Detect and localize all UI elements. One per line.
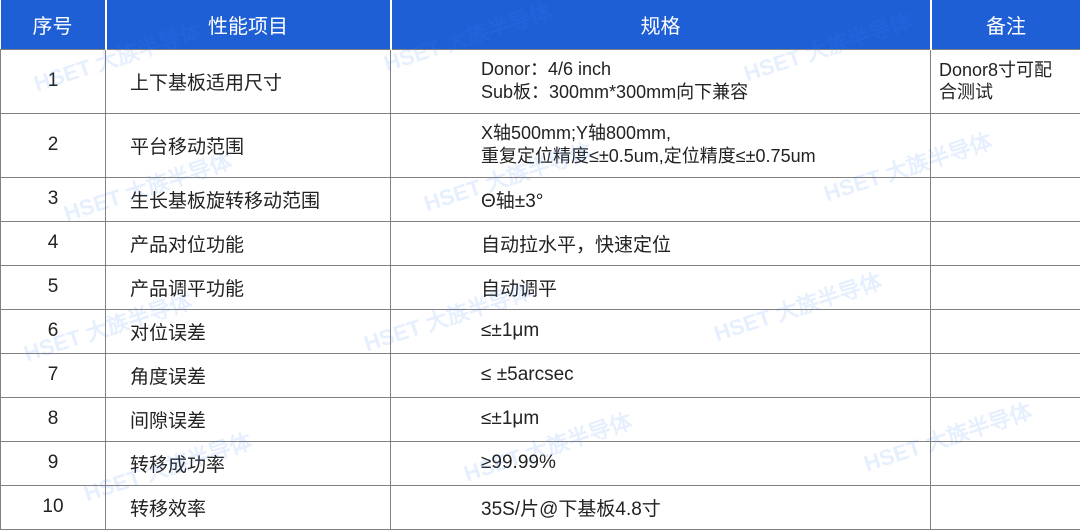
cell-num: 6 [1, 309, 106, 353]
cell-item: 转移效率 [106, 485, 391, 529]
cell-spec: ≥99.99% [391, 441, 931, 485]
cell-item: 角度误差 [106, 353, 391, 397]
header-note: 备注 [931, 0, 1080, 50]
table-row: 2平台移动范围X轴500mm;Y轴800mm,重复定位精度≤±0.5um,定位精… [1, 113, 1080, 177]
cell-note [931, 221, 1080, 265]
cell-item: 对位误差 [106, 309, 391, 353]
table-row: 7角度误差≤ ±5arcsec [1, 353, 1080, 397]
cell-note [931, 485, 1080, 529]
cell-note [931, 397, 1080, 441]
cell-num: 2 [1, 113, 106, 177]
cell-spec: 35S/片@下基板4.8寸 [391, 485, 931, 529]
cell-num: 4 [1, 221, 106, 265]
header-spec: 规格 [391, 0, 931, 50]
cell-item: 生长基板旋转移动范围 [106, 177, 391, 221]
table-body: 1上下基板适用尺寸Donor：4/6 inchSub板：300mm*300mm向… [1, 50, 1080, 530]
cell-note [931, 309, 1080, 353]
cell-item: 产品调平功能 [106, 265, 391, 309]
cell-note [931, 441, 1080, 485]
cell-note [931, 353, 1080, 397]
cell-spec: 自动调平 [391, 265, 931, 309]
table-row: 8间隙误差≤±1μm [1, 397, 1080, 441]
table-row: 6对位误差≤±1μm [1, 309, 1080, 353]
cell-item: 平台移动范围 [106, 113, 391, 177]
cell-num: 3 [1, 177, 106, 221]
cell-spec: ≤±1μm [391, 309, 931, 353]
cell-num: 8 [1, 397, 106, 441]
cell-num: 9 [1, 441, 106, 485]
cell-num: 10 [1, 485, 106, 529]
cell-num: 7 [1, 353, 106, 397]
cell-note [931, 265, 1080, 309]
cell-num: 5 [1, 265, 106, 309]
table-row: 9转移成功率≥99.99% [1, 441, 1080, 485]
cell-spec: 自动拉水平，快速定位 [391, 221, 931, 265]
cell-note [931, 113, 1080, 177]
header-item: 性能项目 [106, 0, 391, 50]
table-row: 4产品对位功能自动拉水平，快速定位 [1, 221, 1080, 265]
header-num: 序号 [1, 0, 106, 50]
cell-item: 上下基板适用尺寸 [106, 50, 391, 114]
cell-spec: Donor：4/6 inchSub板：300mm*300mm向下兼容 [391, 50, 931, 114]
cell-note: Donor8寸可配合测试 [931, 50, 1080, 114]
cell-spec: X轴500mm;Y轴800mm,重复定位精度≤±0.5um,定位精度≤±0.75… [391, 113, 931, 177]
cell-item: 间隙误差 [106, 397, 391, 441]
cell-num: 1 [1, 50, 106, 114]
table-row: 10转移效率35S/片@下基板4.8寸 [1, 485, 1080, 529]
table-row: 5产品调平功能自动调平 [1, 265, 1080, 309]
table-row: 1上下基板适用尺寸Donor：4/6 inchSub板：300mm*300mm向… [1, 50, 1080, 114]
table-header: 序号 性能项目 规格 备注 [1, 0, 1080, 50]
cell-item: 产品对位功能 [106, 221, 391, 265]
table-row: 3生长基板旋转移动范围Θ轴±3° [1, 177, 1080, 221]
cell-spec: Θ轴±3° [391, 177, 931, 221]
cell-note [931, 177, 1080, 221]
cell-item: 转移成功率 [106, 441, 391, 485]
cell-spec: ≤ ±5arcsec [391, 353, 931, 397]
spec-table: 序号 性能项目 规格 备注 1上下基板适用尺寸Donor：4/6 inchSub… [0, 0, 1080, 530]
cell-spec: ≤±1μm [391, 397, 931, 441]
